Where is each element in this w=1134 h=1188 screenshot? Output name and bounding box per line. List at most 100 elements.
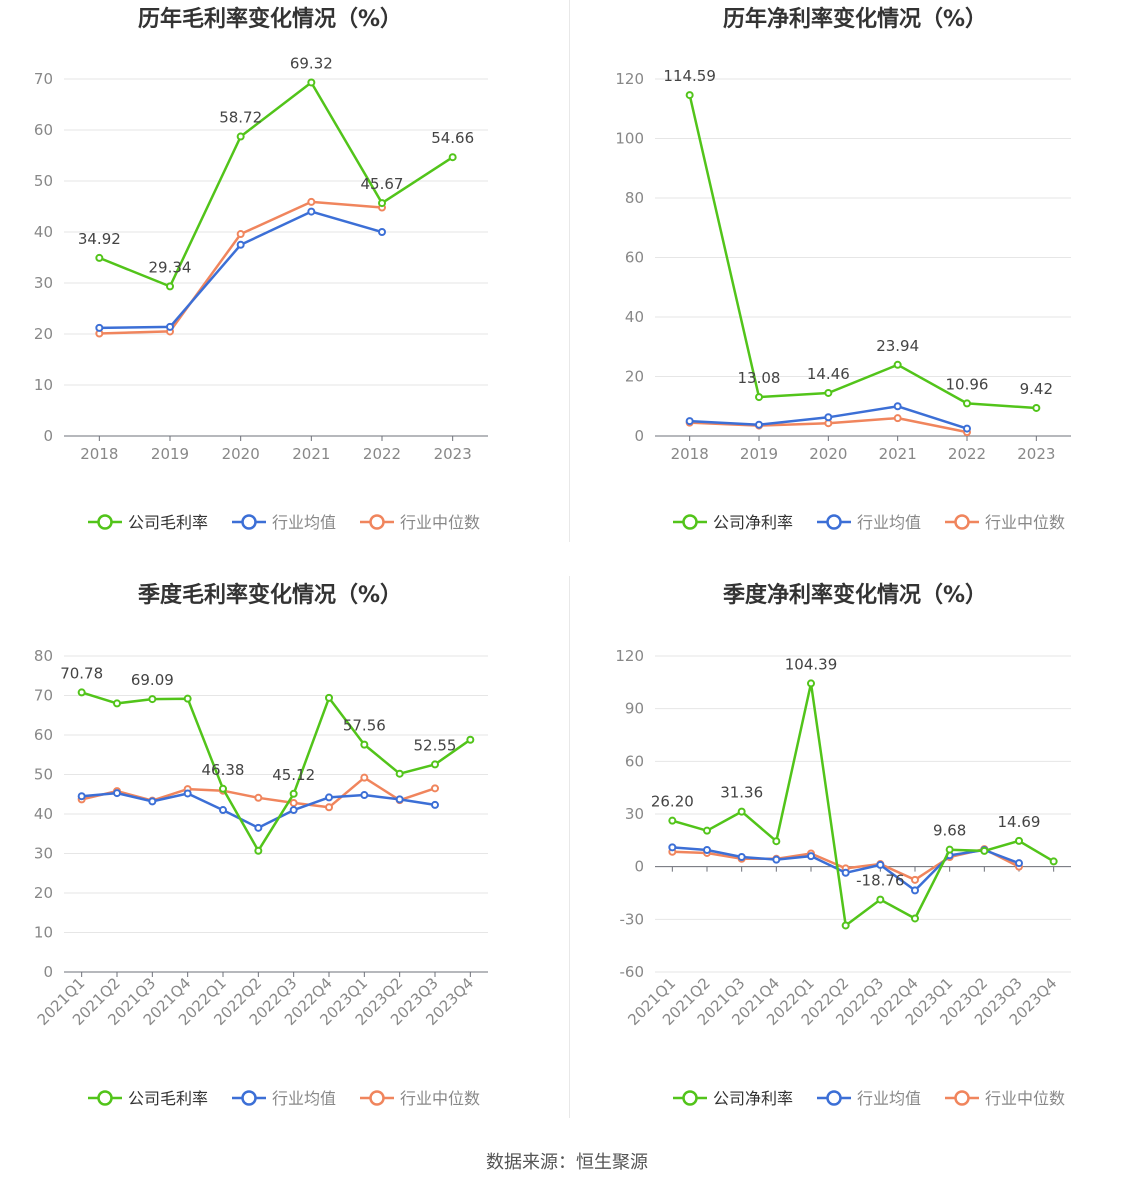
annual-gross-point-company[interactable] (166, 282, 174, 291)
annual-gross-legend-marker-industry-median[interactable] (369, 514, 385, 530)
quarterly-gross-point-industry-avg[interactable] (219, 806, 227, 815)
annual-net-point-industry-avg[interactable] (824, 413, 833, 422)
annual-gross-legend-label-industry-median[interactable]: 行业中位数 (400, 513, 480, 532)
quarterly-gross-legend-marker-industry-median[interactable] (369, 1090, 385, 1106)
quarterly-gross-point-company[interactable] (325, 693, 333, 702)
quarterly-gross-legend-label-industry-avg[interactable]: 行业均值 (272, 1089, 336, 1108)
annual-net-point-company[interactable] (893, 360, 902, 369)
quarterly-gross-point-industry-avg[interactable] (395, 795, 404, 804)
quarterly-net-point-company[interactable] (668, 816, 677, 825)
annual-net-legend-label-industry-avg[interactable]: 行业均值 (857, 513, 921, 532)
annual-net-point-company[interactable] (685, 91, 694, 100)
quarterly-net-legend-label-industry-median[interactable]: 行业中位数 (985, 1089, 1065, 1108)
annual-gross-point-industry-avg[interactable] (378, 228, 386, 236)
quarterly-net-point-industry-avg[interactable] (911, 886, 919, 895)
annual-net-point-company[interactable] (963, 399, 971, 408)
quarterly-gross-point-industry-avg[interactable] (360, 791, 369, 800)
quarterly-net-legend-marker-industry-avg[interactable] (826, 1090, 842, 1106)
quarterly-net-point-company[interactable] (841, 921, 850, 930)
quarterly-net-point-industry-avg[interactable] (668, 843, 677, 852)
quarterly-net-point-company[interactable] (737, 807, 746, 816)
quarterly-gross-point-industry-median[interactable] (431, 784, 439, 793)
annual-gross-legend-marker-company[interactable] (97, 514, 113, 530)
quarterly-gross-legend-marker-industry-avg[interactable] (241, 1090, 257, 1106)
annual-gross-point-company[interactable] (378, 199, 386, 208)
annual-net-point-industry-avg[interactable] (963, 424, 971, 433)
annual-gross-point-industry-avg[interactable] (95, 323, 104, 332)
quarterly-gross-point-industry-avg[interactable] (289, 806, 298, 815)
quarterly-net-legend-marker-company[interactable] (682, 1090, 698, 1106)
annual-net-legend-marker-company[interactable] (682, 514, 698, 530)
annual-net-legend-marker-industry-avg[interactable] (826, 514, 842, 530)
quarterly-gross-point-industry-avg[interactable] (431, 800, 439, 809)
quarterly-gross-legend-label-industry-median[interactable]: 行业中位数 (400, 1089, 480, 1108)
quarterly-gross-point-company[interactable] (431, 760, 439, 769)
quarterly-gross-point-company[interactable] (219, 784, 227, 793)
quarterly-gross-point-company[interactable] (254, 846, 263, 855)
quarterly-gross-point-industry-avg[interactable] (148, 797, 157, 806)
annual-gross-legend-marker-industry-avg[interactable] (241, 514, 257, 530)
quarterly-net-point-company[interactable] (980, 846, 989, 855)
annual-gross-point-company[interactable] (236, 132, 245, 141)
quarterly-net-point-industry-avg[interactable] (703, 845, 711, 854)
quarterly-gross-point-industry-median[interactable] (254, 793, 263, 802)
annual-gross-legend-label-company[interactable]: 公司毛利率 (128, 513, 208, 532)
annual-net-point-industry-avg[interactable] (893, 402, 902, 411)
annual-net-legend-label-company[interactable]: 公司净利率 (713, 513, 793, 532)
annual-net-point-industry-avg[interactable] (685, 417, 694, 426)
quarterly-net-point-company[interactable] (772, 837, 781, 846)
annual-net-point-company[interactable] (824, 388, 833, 397)
quarterly-gross-point-company[interactable] (113, 699, 121, 708)
quarterly-gross-point-industry-avg[interactable] (77, 792, 86, 801)
quarterly-gross-legend-label-company[interactable]: 公司毛利率 (128, 1089, 208, 1108)
quarterly-gross-point-company[interactable] (466, 735, 475, 744)
quarterly-net-point-industry-avg[interactable] (876, 860, 885, 869)
quarterly-gross-point-industry-median[interactable] (325, 803, 333, 812)
quarterly-net-point-company[interactable] (1015, 836, 1023, 845)
quarterly-net-point-company[interactable] (945, 845, 954, 854)
quarterly-gross-legend-marker-company[interactable] (97, 1090, 113, 1106)
quarterly-gross-point-company[interactable] (289, 789, 298, 798)
quarterly-gross-point-industry-avg[interactable] (254, 823, 263, 832)
quarterly-net-point-industry-avg[interactable] (1015, 859, 1023, 868)
annual-net-point-company[interactable] (1032, 403, 1041, 412)
quarterly-net-legend-label-company[interactable]: 公司净利率 (713, 1089, 793, 1108)
quarterly-net-legend-marker-industry-median[interactable] (954, 1090, 970, 1106)
quarterly-net-point-industry-avg[interactable] (841, 868, 850, 877)
annual-gross-point-industry-median[interactable] (236, 230, 245, 239)
quarterly-gross-point-company[interactable] (183, 694, 192, 703)
quarterly-net-point-industry-median[interactable] (911, 875, 919, 884)
annual-gross-point-company[interactable] (95, 253, 104, 262)
annual-gross-point-industry-avg[interactable] (166, 322, 174, 331)
quarterly-gross-point-industry-avg[interactable] (113, 789, 121, 798)
quarterly-gross-point-industry-avg[interactable] (325, 793, 333, 802)
annual-gross-point-company[interactable] (307, 78, 316, 87)
quarterly-net-point-industry-avg[interactable] (807, 852, 815, 861)
quarterly-net-point-company[interactable] (876, 895, 885, 904)
annual-net-legend-marker-industry-median[interactable] (954, 514, 970, 530)
quarterly-net-point-company[interactable] (703, 826, 711, 835)
quarterly-net-point-industry-avg[interactable] (737, 853, 746, 862)
annual-gross-point-company[interactable] (448, 153, 457, 162)
annual-gross-legend-label-industry-avg[interactable]: 行业均值 (272, 513, 336, 532)
annual-net-legend-label-industry-median[interactable]: 行业中位数 (985, 513, 1065, 532)
quarterly-net-point-company[interactable] (1049, 857, 1058, 866)
quarterly-net-point-company[interactable] (911, 914, 919, 923)
quarterly-gross-point-industry-median[interactable] (289, 798, 298, 807)
annual-net-point-industry-median[interactable] (893, 414, 902, 423)
quarterly-net-legend-label-industry-avg[interactable]: 行业均值 (857, 1089, 921, 1108)
annual-net-point-industry-avg[interactable] (755, 420, 763, 429)
annual-gross-data-label: 34.92 (78, 230, 121, 248)
quarterly-gross-point-industry-avg[interactable] (183, 789, 192, 798)
annual-gross-point-industry-median[interactable] (307, 197, 316, 206)
quarterly-gross-point-industry-median[interactable] (360, 773, 369, 782)
quarterly-net-point-industry-avg[interactable] (772, 855, 781, 864)
quarterly-gross-point-company[interactable] (395, 769, 404, 778)
annual-net-point-company[interactable] (755, 393, 763, 402)
annual-gross-point-industry-avg[interactable] (307, 207, 316, 216)
quarterly-gross-point-company[interactable] (360, 740, 369, 749)
quarterly-gross-point-company[interactable] (77, 688, 86, 697)
annual-gross-point-industry-avg[interactable] (236, 240, 245, 249)
quarterly-gross-point-company[interactable] (148, 695, 157, 704)
quarterly-net-point-company[interactable] (807, 679, 815, 688)
